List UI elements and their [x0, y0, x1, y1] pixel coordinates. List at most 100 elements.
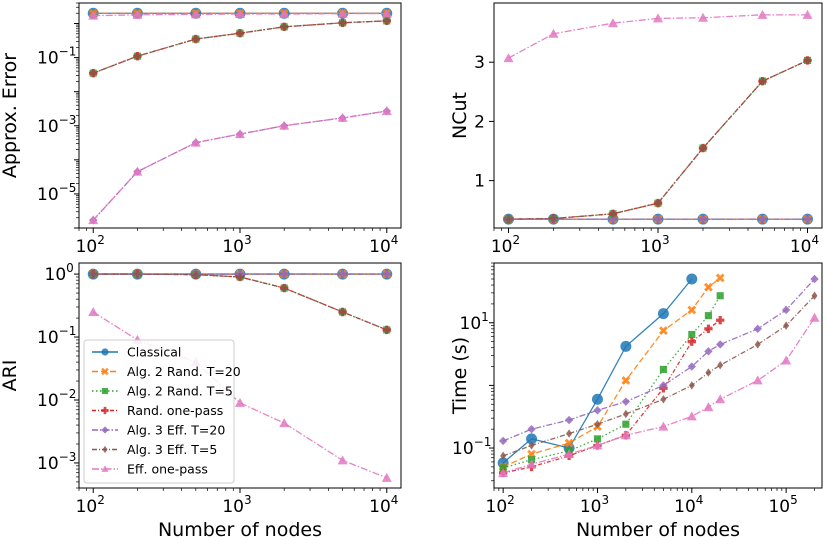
series-alg-2-rand-t-20-point [687, 305, 697, 315]
series-eff-one-pass-line [502, 317, 816, 474]
x-tick-label: 104 [674, 493, 703, 517]
series-eff-one-pass-point [279, 418, 290, 428]
series-group [497, 273, 820, 478]
series-alg-3-eff-t-5-point [500, 451, 507, 461]
y-tick-label: 10−3 [37, 113, 76, 137]
series-alg-3-eff-t-20-point [781, 305, 791, 315]
x-tick-label: 104 [369, 493, 398, 517]
legend-marker-eff-one-pass [101, 465, 109, 472]
y-tick-label: 10−1 [37, 324, 76, 348]
legend-label-alg-2-rand-t-20: Alg. 2 Rand. T=20 [127, 364, 241, 379]
series-alg-3-eff-t-5-point [339, 18, 346, 27]
legend-label-alg-3-eff-t-5: Alg. 3 Eff. T=5 [127, 442, 217, 457]
series-eff-one-pass-upper-point [381, 8, 392, 18]
series-alg-3-eff-t-20-point [698, 214, 708, 224]
series-eff-one-pass-upper-point [235, 9, 245, 19]
series-alg-2-rand-t-20-point [659, 326, 668, 335]
series-alg-3-eff-t-20-point [810, 274, 819, 284]
series-alg-2-rand-t-20-point [564, 438, 574, 448]
y-tick-label: 10−2 [37, 387, 76, 411]
series-eff-one-pass-upper-point [279, 9, 290, 19]
series-classical-point [591, 393, 603, 405]
series-eff-one-pass-point [564, 449, 575, 459]
series-classical-point [657, 308, 669, 320]
series-eff-one-pass-point [235, 129, 245, 139]
series-eff-one-pass-upper-point [337, 8, 348, 18]
series-alg-3-eff-t-5-point [383, 16, 390, 26]
series-alg-2-rand-t-5-point [659, 365, 667, 373]
series-alg-3-eff-t-5-point [622, 409, 629, 419]
legend-marker-alg-3-eff-t-5 [102, 445, 108, 454]
series-alg-3-eff-t-5-point [383, 325, 390, 335]
series-alg-3-eff-t-5-point [688, 381, 695, 390]
series-eff-one-pass-point [658, 421, 669, 431]
series-alg-3-eff-t-5-point [783, 321, 790, 330]
series-alg-3-eff-t-5-point [700, 143, 706, 153]
x-axis-label: Number of nodes [576, 519, 740, 541]
series-eff-one-pass-point [548, 28, 559, 38]
series-alg-3-eff-t-20-point [593, 406, 602, 415]
series-eff-one-pass-point [781, 355, 792, 365]
series-alg-3-eff-t-5-point [655, 198, 661, 208]
series-alg-3-eff-t-5-point [281, 283, 288, 293]
series-eff-one-pass-point [279, 120, 290, 130]
y-tick-label: 10−5 [37, 181, 76, 205]
series-rand-one-pass-point [704, 324, 713, 334]
series-eff-one-pass-point [503, 53, 514, 63]
y-tick-label: 1 [474, 172, 485, 192]
legend-label-alg-2-rand-t-5: Alg. 2 Rand. T=5 [127, 384, 233, 399]
x-tick-label: 102 [491, 233, 520, 257]
x-tick-label: 103 [640, 233, 669, 257]
series-eff-one-pass-point [132, 166, 143, 176]
series-eff-one-pass-point [88, 306, 99, 316]
series-alg-2-rand-t-5-point [688, 330, 696, 339]
x-tick-label: 103 [222, 233, 251, 257]
series-eff-one-pass-point [190, 137, 201, 147]
x-axis-label: Number of nodes [158, 519, 322, 541]
y-axis-label: ARI [0, 360, 21, 392]
series-eff-one-pass-point [752, 375, 763, 385]
series-eff-one-pass-point [592, 440, 603, 450]
series-eff-one-pass-point [802, 9, 813, 19]
series-eff-one-pass-point [235, 397, 245, 407]
legend-marker-classical [101, 348, 109, 356]
series-alg-3-eff-t-5-point [237, 28, 243, 38]
series-eff-one-pass-point [809, 312, 820, 322]
series-alg-3-eff-t-20-point [382, 269, 391, 279]
series-alg-3-eff-t-5-point [759, 76, 766, 86]
series-classical-point [686, 273, 698, 285]
series-alg-3-eff-t-5-point [192, 34, 199, 44]
series-eff-one-pass-upper-point [132, 9, 143, 19]
series-alg-3-eff-t-5-point [550, 214, 557, 223]
series-alg-3-eff-t-5-point [505, 214, 512, 224]
series-alg-2-rand-t-5-point [704, 312, 712, 320]
legend-marker-alg-2-rand-t-5 [101, 387, 109, 395]
series-eff-one-pass-point [715, 394, 726, 404]
series-alg-3-eff-t-20-point [753, 324, 762, 334]
series-alg-3-eff-t-5-point [339, 307, 346, 317]
series-alg-3-eff-t-20-point [279, 269, 289, 279]
x-tick-label: 105 [768, 493, 797, 517]
series-alg-2-rand-t-20-point [704, 282, 713, 292]
legend-label-classical: Classical [127, 345, 181, 360]
series-alg-3-eff-t-5-point [717, 361, 724, 370]
legend-marker-rand-one-pass [101, 406, 109, 415]
series-eff-one-pass-point [498, 467, 509, 477]
series-classical-point [526, 433, 538, 445]
series-alg-3-eff-t-5-point [660, 395, 667, 404]
series-eff-one-pass-point [698, 12, 709, 22]
legend-box [83, 339, 235, 484]
series-alg-3-eff-t-20-point [527, 424, 536, 434]
legend: Classical Alg. 2 Rand. T=20 Alg. 2 Rand. T… [83, 339, 241, 484]
series-eff-one-pass-point [686, 411, 697, 421]
series-alg-3-eff-t-20-point [803, 214, 812, 224]
series-alg-3-eff-t-20-point [704, 347, 713, 356]
panel-approx-error: 102 103 104 10−5 10−3 10−1 Approx. Error [0, 2, 402, 257]
x-tick-label: 104 [790, 233, 819, 257]
y-tick-label: 10−1 [452, 435, 491, 459]
series-alg-3-eff-t-5-point [754, 340, 761, 349]
y-tick-label: 10−3 [37, 450, 76, 474]
series-alg-3-eff-t-5-point [237, 272, 243, 282]
series-eff-one-pass-point [653, 13, 663, 23]
